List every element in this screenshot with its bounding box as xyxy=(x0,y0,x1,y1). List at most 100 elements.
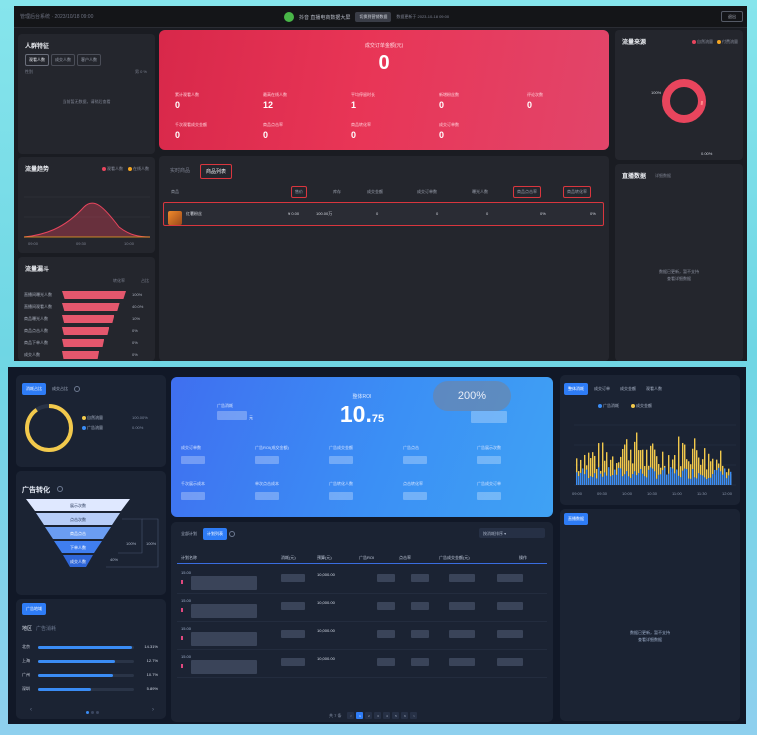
column-header[interactable]: 预算(元) xyxy=(317,555,332,560)
tab-product-list[interactable]: 商品列表 xyxy=(200,164,233,179)
region-row: 深圳 5.89% xyxy=(22,685,158,693)
column-header[interactable]: 点击率 xyxy=(399,555,411,560)
tab-realtime-products[interactable]: 实时商品 xyxy=(170,168,191,174)
carousel-dot[interactable] xyxy=(86,711,89,714)
exit-button[interactable]: 退出 xyxy=(721,11,743,22)
crowd-sub-label: 性别 xyxy=(25,69,33,74)
pager-page[interactable]: 6 xyxy=(401,712,409,719)
stat-value-blurred xyxy=(329,456,353,464)
column-header[interactable]: 广告成交金额(元) xyxy=(439,555,470,560)
spend-label: 广告消耗 xyxy=(217,403,233,408)
bar-mark xyxy=(612,475,614,485)
tab-overall-spend[interactable]: 整体消耗 xyxy=(564,383,588,395)
table-row[interactable]: 15.00 10,000.00 xyxy=(177,596,547,622)
bar-mark xyxy=(612,456,614,485)
row-blurred-cell xyxy=(411,602,429,610)
pager-page[interactable]: 5 xyxy=(392,712,400,719)
switch-badge-button[interactable]: 切换到营销数据 xyxy=(355,12,392,22)
bar-mark xyxy=(668,473,670,485)
row-blurred-cell xyxy=(377,630,395,638)
pager-page[interactable]: 1 xyxy=(356,712,364,719)
bar-mark xyxy=(688,478,690,485)
tab-plan-list[interactable]: 计划列表 xyxy=(203,528,227,540)
bar-mark xyxy=(590,458,592,485)
tab-deal-share[interactable]: 成交占比 xyxy=(52,386,68,391)
bar-mark xyxy=(580,472,582,485)
trend-tabs: 整体消耗 成交订单 成交金额 观看人数 xyxy=(564,383,666,395)
pager-page[interactable]: 4 xyxy=(383,712,391,719)
pager-page[interactable]: 3 xyxy=(374,712,382,719)
crowd-chip[interactable]: 观看人数 xyxy=(25,54,49,66)
prev-arrow-icon[interactable]: ‹ xyxy=(30,707,32,713)
pager-next-button[interactable]: > xyxy=(410,712,418,719)
empty-line: 数据已更新，暂不支持 xyxy=(659,269,699,274)
pager-page[interactable]: 2 xyxy=(365,712,373,719)
column-header[interactable]: 成交订单数 xyxy=(417,189,437,194)
column-header[interactable]: 库存 xyxy=(333,189,341,194)
hero-stat: 广告成交订单 xyxy=(477,481,557,505)
tab-deal-orders[interactable]: 成交订单 xyxy=(594,386,610,391)
bar-mark xyxy=(678,475,680,485)
table-row[interactable]: 15.00 10,000.00 xyxy=(177,568,547,594)
bar-mark xyxy=(666,474,668,485)
stat-label: 评论次数 xyxy=(527,92,543,97)
rank-bar xyxy=(62,339,105,347)
tab-deal-amount[interactable]: 成交金额 xyxy=(620,386,636,391)
column-header[interactable]: 广告ROI xyxy=(359,555,375,560)
row-budget: 10,000.00 xyxy=(317,572,335,577)
trend-line xyxy=(24,202,150,238)
info-icon[interactable] xyxy=(229,531,235,537)
column-header-cvr[interactable]: 商品转化率 xyxy=(563,186,591,198)
hero-stat: 最高在线人数 12 xyxy=(263,92,343,110)
donut-ring xyxy=(662,79,706,123)
stat-label: 最高在线人数 xyxy=(263,92,287,97)
row-id: 15.00 xyxy=(181,598,192,603)
share-legend-item: 自然流量 100.00% xyxy=(82,415,148,421)
legend-dot-icon xyxy=(717,39,721,44)
bar-mark xyxy=(622,448,624,485)
crowd-chip[interactable]: 客户人数 xyxy=(77,54,101,66)
ad-funnel-panel: 广告转化 展示次数 点击次数 商品点击 下单人数 成交人数 100% 100% … xyxy=(16,471,166,595)
row-blurred-cell xyxy=(497,630,523,638)
table-row[interactable]: 15.00 10,000.00 xyxy=(177,624,547,650)
pager-prev-button[interactable]: < xyxy=(347,712,355,719)
column-header[interactable]: 消耗(元) xyxy=(281,555,296,560)
sort-select[interactable]: 按消耗排序 ▾ xyxy=(479,528,545,538)
column-header: 操作 xyxy=(519,555,527,560)
hero-stat: 单次点击成本 xyxy=(255,481,335,505)
row-marker xyxy=(181,636,183,640)
funnel-bracket xyxy=(106,518,159,568)
bar-mark xyxy=(606,475,608,485)
info-icon[interactable] xyxy=(57,486,64,492)
live-data-tab-button[interactable]: 直播数据 xyxy=(564,513,588,525)
carousel-dot[interactable] xyxy=(91,711,94,714)
column-header[interactable]: 成交金额 xyxy=(367,189,383,194)
bar-mark xyxy=(654,449,656,485)
trend-area-chart: 09:00 09:30 10:00 xyxy=(24,196,150,246)
table-row[interactable]: 15.00 10,000.00 xyxy=(177,652,547,678)
row-blurred-cell xyxy=(281,602,305,610)
bar-mark xyxy=(676,469,678,485)
product-row[interactable]: 红薯粉丝 ¥ 0.00 100.00万 0 0 0 0% 0% xyxy=(163,202,604,226)
funnel-label: 下单人数 xyxy=(70,544,86,550)
stat-label: 千次展示成本 xyxy=(181,481,205,486)
bar-mark xyxy=(596,478,598,485)
tab-spend-share[interactable]: 消耗占比 xyxy=(22,383,46,395)
column-header-ctr[interactable]: 商品点击率 xyxy=(513,186,541,198)
column-header[interactable]: 曝光人数 xyxy=(472,189,488,194)
column-header-price[interactable]: 售价 xyxy=(291,186,307,198)
next-arrow-icon[interactable]: › xyxy=(152,707,154,713)
crowd-chip[interactable]: 成交人数 xyxy=(51,54,75,66)
region-tab-button[interactable]: 广告地域 xyxy=(22,603,46,615)
region-name: 广州 xyxy=(22,672,30,677)
info-icon[interactable] xyxy=(74,386,80,392)
legend-label: 成交金额 xyxy=(636,403,652,408)
tab-viewers[interactable]: 观看人数 xyxy=(646,386,662,391)
carousel-dot[interactable] xyxy=(96,711,99,714)
region-track xyxy=(38,660,134,663)
tab-all-plans[interactable]: 全部计划 xyxy=(181,531,197,536)
live-data-sub-tab[interactable]: 详细数据 xyxy=(655,173,671,178)
product-thumbnail xyxy=(168,211,182,225)
bar-mark xyxy=(674,473,676,485)
x-tick-label: 11:00 xyxy=(672,491,682,496)
